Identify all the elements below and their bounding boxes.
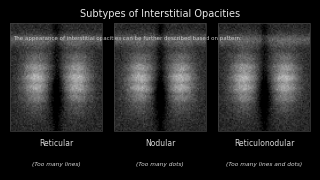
Text: Reticulonodular: Reticulonodular — [234, 139, 294, 148]
Text: (Too many lines): (Too many lines) — [32, 162, 80, 167]
Text: Nodular: Nodular — [145, 139, 175, 148]
Text: Reticular: Reticular — [39, 139, 73, 148]
Text: The appearance of interstitial opacities can be further described based on patte: The appearance of interstitial opacities… — [13, 36, 242, 41]
Bar — [115, 23, 206, 131]
Bar — [10, 23, 102, 131]
Text: (Too many lines and dots): (Too many lines and dots) — [226, 162, 302, 167]
Text: Subtypes of Interstitial Opacities: Subtypes of Interstitial Opacities — [80, 9, 240, 19]
Text: (Too many dots): (Too many dots) — [136, 162, 184, 167]
Bar — [219, 23, 310, 131]
